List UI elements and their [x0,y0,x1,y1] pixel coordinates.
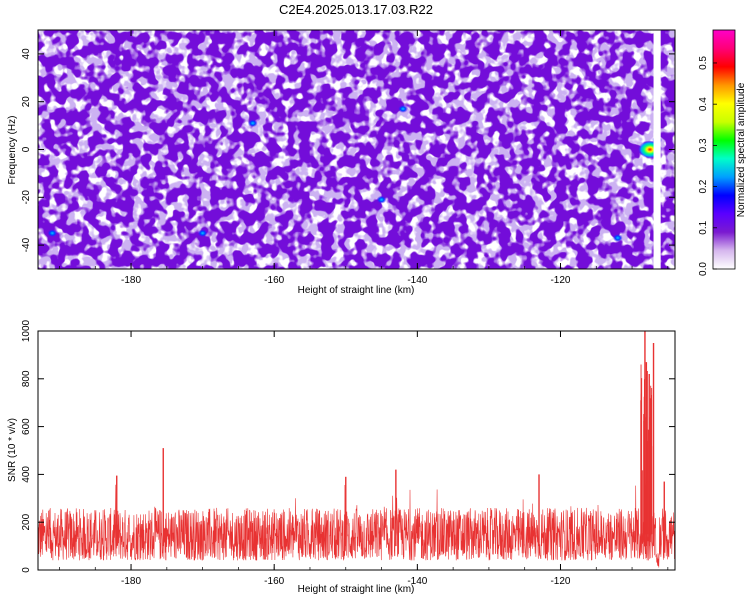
snr-ytick-label: 0 [21,567,32,573]
heatmap-ytick-label: 0 [21,146,32,152]
heatmap-xtick-label: -140 [407,275,427,286]
snr-ylabel: SNR (10 * v/v) [7,418,18,482]
heatmap-ytick-label: -40 [21,237,32,252]
snr-xtick-label: -160 [264,576,284,587]
snr-xtick-label: -140 [407,576,427,587]
colorbar-tick-label: 0.1 [698,220,709,234]
heatmap-gap [653,30,661,269]
snr-ytick-label: 600 [21,418,32,435]
heatmap-ylabel: Frequency (Hz) [7,116,18,185]
snr-ytick-label: 200 [21,513,32,530]
snr-xtick-label: -120 [550,576,570,587]
colorbar-tick-label: 0.5 [698,56,709,70]
colorbar: 0.0 0.1 0.2 0.3 0.4 0.5 Normalized spectral a… [698,29,747,276]
heatmap-xlabel: Height of straight line (km) [298,285,415,296]
snr-frame [37,330,676,571]
colorbar-scale [712,29,736,270]
colorbar-tick-label: 0.2 [698,179,709,193]
heatmap-hot-spot [47,229,58,238]
heatmap-ytick-label: 20 [21,96,32,108]
colorbar-tick-label: 0.4 [698,97,709,111]
heatmap-xtick-label: -180 [121,275,141,286]
figure-title: C2E4.2025.013.17.03.R22 [279,2,433,17]
heatmap-hot-spot [612,233,623,242]
snr-xlabel: Height of straight line (km) [298,584,415,595]
snr-xtick-label: -180 [121,576,141,587]
heatmap-hot-spot [197,229,208,238]
snr-ytick-label: 400 [21,466,32,483]
snr-panel: -180 -160 -140 -120 0 200 400 600 800 1000 Heigh… [7,319,676,595]
colorbar-label: Normalized spectral amplitude [736,82,747,217]
heatmap-xtick-label: -120 [550,275,570,286]
heatmap-panel: -180 -160 -140 -120 40 20 0 -20 -40 Height of s… [7,29,676,296]
colorbar-tick-label: 0.3 [698,138,709,152]
heatmap-field [38,30,675,269]
heatmap-hot-spot [247,119,258,128]
heatmap-ytick-label: -20 [21,190,32,205]
snr-ytick-label: 800 [21,370,32,387]
snr-series-line [38,484,675,568]
heatmap-hot-spot [376,195,387,204]
heatmap-ytick-label: 40 [21,48,32,60]
colorbar-tick-label: 0.0 [698,262,709,276]
heatmap-hot-spot [398,104,409,113]
snr-ytick-label: 1000 [21,319,32,342]
heatmap-xtick-label: -160 [264,275,284,286]
